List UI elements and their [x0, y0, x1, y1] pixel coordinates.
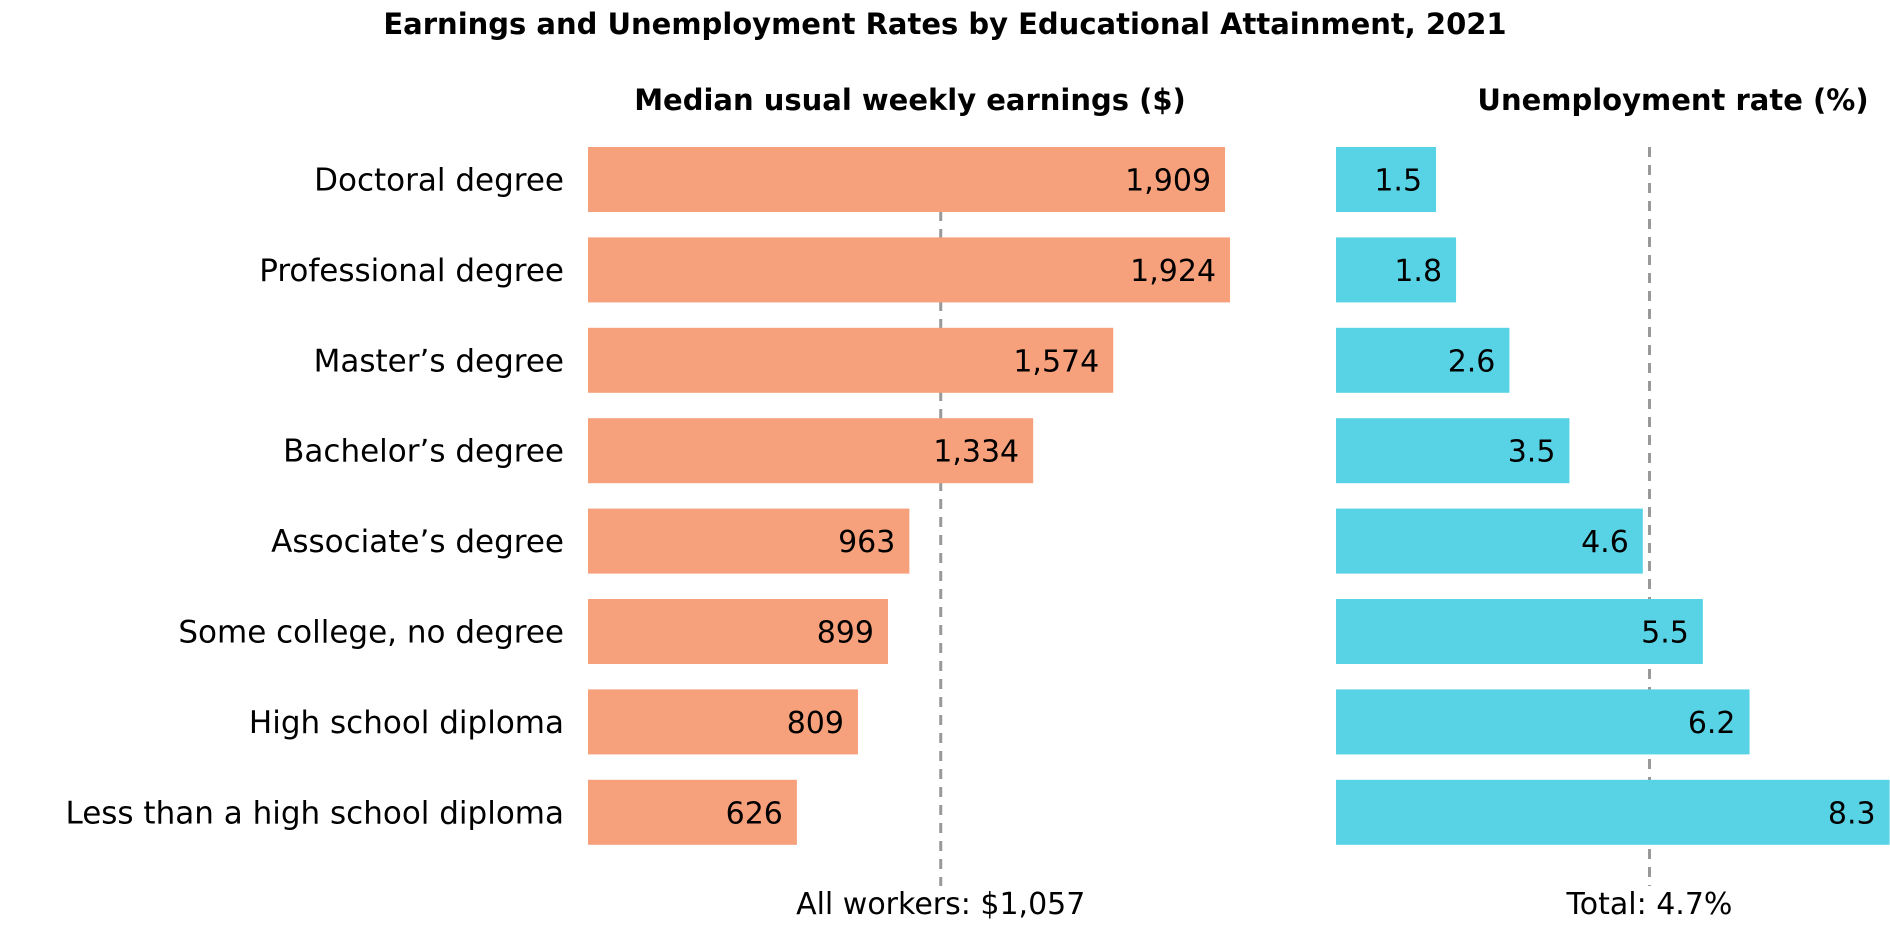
category-label: Less than a high school diploma [65, 795, 564, 831]
data-label: 1,574 [1013, 344, 1099, 379]
bar [588, 599, 888, 664]
bar [588, 237, 1231, 303]
bar [588, 327, 1114, 393]
bar [1336, 147, 1437, 212]
data-label: 2.6 [1448, 344, 1496, 379]
data-label: 3.5 [1508, 435, 1556, 470]
data-label: 8.3 [1828, 796, 1876, 831]
data-label: 1,334 [933, 435, 1019, 470]
unemployment-subtitle: Unemployment rate (%) [1477, 83, 1868, 117]
category-label: Professional degree [259, 253, 564, 289]
bar [1336, 508, 1643, 574]
bar [588, 418, 1034, 484]
bar [1336, 237, 1457, 303]
data-label: 6.2 [1688, 706, 1736, 741]
data-label: 5.5 [1641, 616, 1689, 651]
category-label: Associate’s degree [271, 524, 564, 560]
bar [1336, 599, 1703, 664]
bar [1336, 779, 1890, 845]
data-label: 1,924 [1130, 254, 1216, 289]
bar [588, 779, 797, 845]
chart-title: Earnings and Unemployment Rates by Educa… [383, 7, 1506, 41]
category-label: Doctoral degree [314, 163, 564, 199]
data-label: 1.8 [1394, 254, 1442, 289]
data-label: 4.6 [1581, 525, 1629, 560]
bar [588, 147, 1226, 212]
bar [588, 689, 858, 755]
category-label: High school diploma [249, 705, 564, 741]
data-label: 963 [838, 525, 895, 560]
reference-label: Total: 4.7% [1566, 887, 1733, 922]
bar [1336, 327, 1510, 393]
bar [588, 508, 910, 574]
reference-label: All workers: $1,057 [796, 887, 1085, 922]
bar [1336, 689, 1750, 755]
category-label: Some college, no degree [178, 615, 564, 651]
earnings-subtitle: Median usual weekly earnings ($) [634, 83, 1186, 117]
data-label: 899 [817, 616, 874, 651]
bar [1336, 418, 1570, 484]
category-label: Master’s degree [314, 343, 564, 379]
category-label: Bachelor’s degree [283, 434, 564, 470]
data-label: 626 [726, 796, 783, 831]
data-label: 809 [787, 706, 844, 741]
data-label: 1,909 [1125, 164, 1211, 199]
data-label: 1.5 [1374, 164, 1422, 199]
